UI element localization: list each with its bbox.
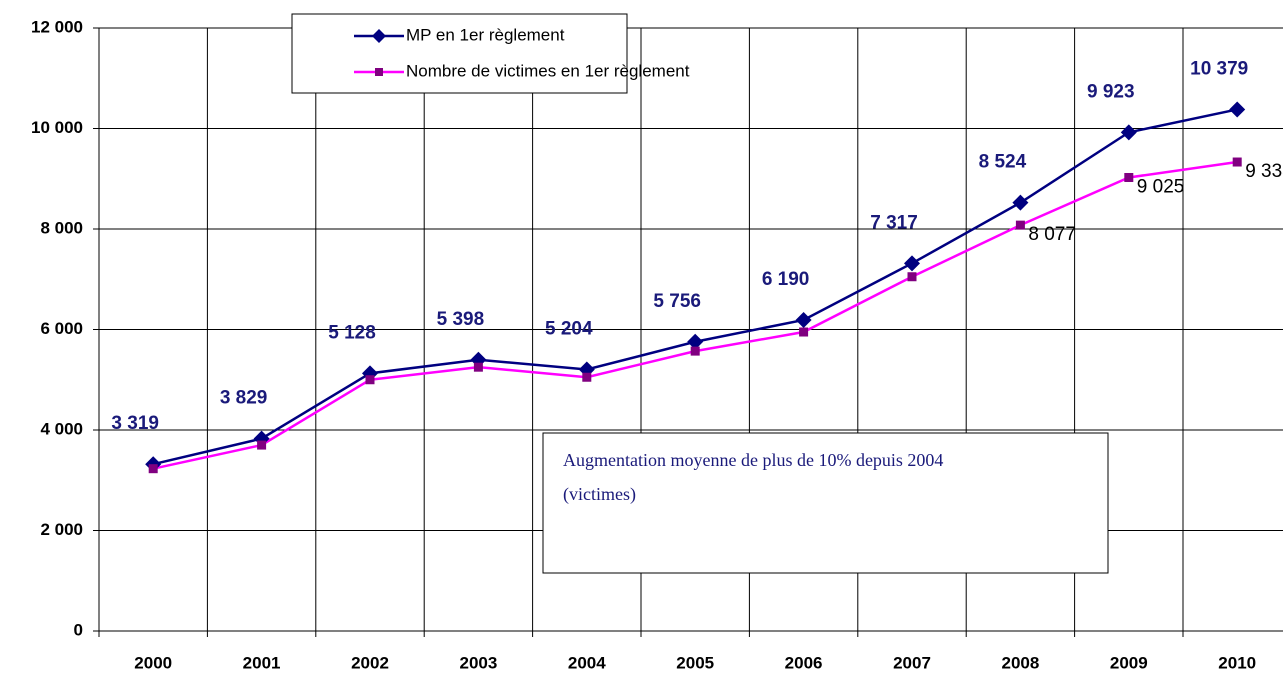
- marker: [687, 333, 704, 350]
- x-tick-label: 2000: [134, 653, 172, 672]
- x-tick-label: 2003: [459, 653, 497, 672]
- x-tick-label: 2009: [1110, 653, 1148, 672]
- x-tick-label: 2002: [351, 653, 389, 672]
- annotation: Augmentation moyenne de plus de 10% depu…: [563, 450, 943, 470]
- marker: [148, 464, 158, 474]
- marker: [904, 255, 920, 272]
- data-label: 5 756: [653, 291, 701, 312]
- marker: [1015, 220, 1025, 230]
- legend-label: Nombre de victimes en 1er règlement: [406, 61, 690, 80]
- data-label: 8 077: [1028, 224, 1076, 245]
- y-tick-label: 0: [74, 620, 83, 639]
- data-label: 8 524: [979, 152, 1027, 173]
- y-tick-label: 12 000: [31, 17, 83, 36]
- y-tick-label: 2 000: [40, 520, 83, 539]
- data-label: 10 379: [1190, 58, 1248, 79]
- marker: [257, 440, 267, 450]
- x-tick-label: 2004: [568, 653, 606, 672]
- annotation-box: [542, 432, 1109, 574]
- x-tick-label: 2010: [1218, 653, 1256, 672]
- x-tick-label: 2007: [893, 653, 931, 672]
- legend-marker: [372, 29, 386, 43]
- annotation: (victimes): [563, 484, 636, 505]
- marker: [795, 311, 812, 328]
- marker: [1229, 101, 1246, 118]
- x-tick-label: 2001: [243, 653, 281, 672]
- marker: [365, 375, 375, 385]
- data-label: 9 025: [1137, 177, 1185, 198]
- data-label: 3 319: [111, 413, 159, 434]
- data-label: 9 333: [1245, 161, 1283, 182]
- y-tick-label: 4 000: [40, 419, 83, 438]
- data-label: 9 923: [1087, 81, 1135, 102]
- data-label: 5 204: [545, 319, 593, 340]
- marker: [1124, 172, 1134, 182]
- legend-marker: [375, 68, 383, 76]
- marker: [799, 327, 809, 337]
- legend-box: [291, 13, 628, 94]
- data-label: 7 317: [870, 212, 918, 233]
- x-tick-label: 2008: [1001, 653, 1039, 672]
- data-label: 3 829: [220, 388, 268, 409]
- marker: [473, 362, 483, 372]
- marker: [907, 272, 917, 282]
- data-label: 5 128: [328, 322, 376, 343]
- y-tick-label: 8 000: [40, 218, 83, 237]
- marker: [1232, 157, 1242, 167]
- marker: [582, 372, 592, 382]
- marker: [690, 346, 700, 356]
- marker: [1120, 124, 1137, 141]
- x-tick-label: 2006: [785, 653, 823, 672]
- legend-label: MP en 1er règlement: [406, 25, 565, 44]
- marker: [1012, 194, 1029, 211]
- x-tick-label: 2005: [676, 653, 714, 672]
- y-tick-label: 10 000: [31, 118, 83, 137]
- data-label: 5 398: [437, 309, 485, 330]
- data-label: 6 190: [762, 269, 810, 290]
- y-tick-label: 6 000: [40, 319, 83, 338]
